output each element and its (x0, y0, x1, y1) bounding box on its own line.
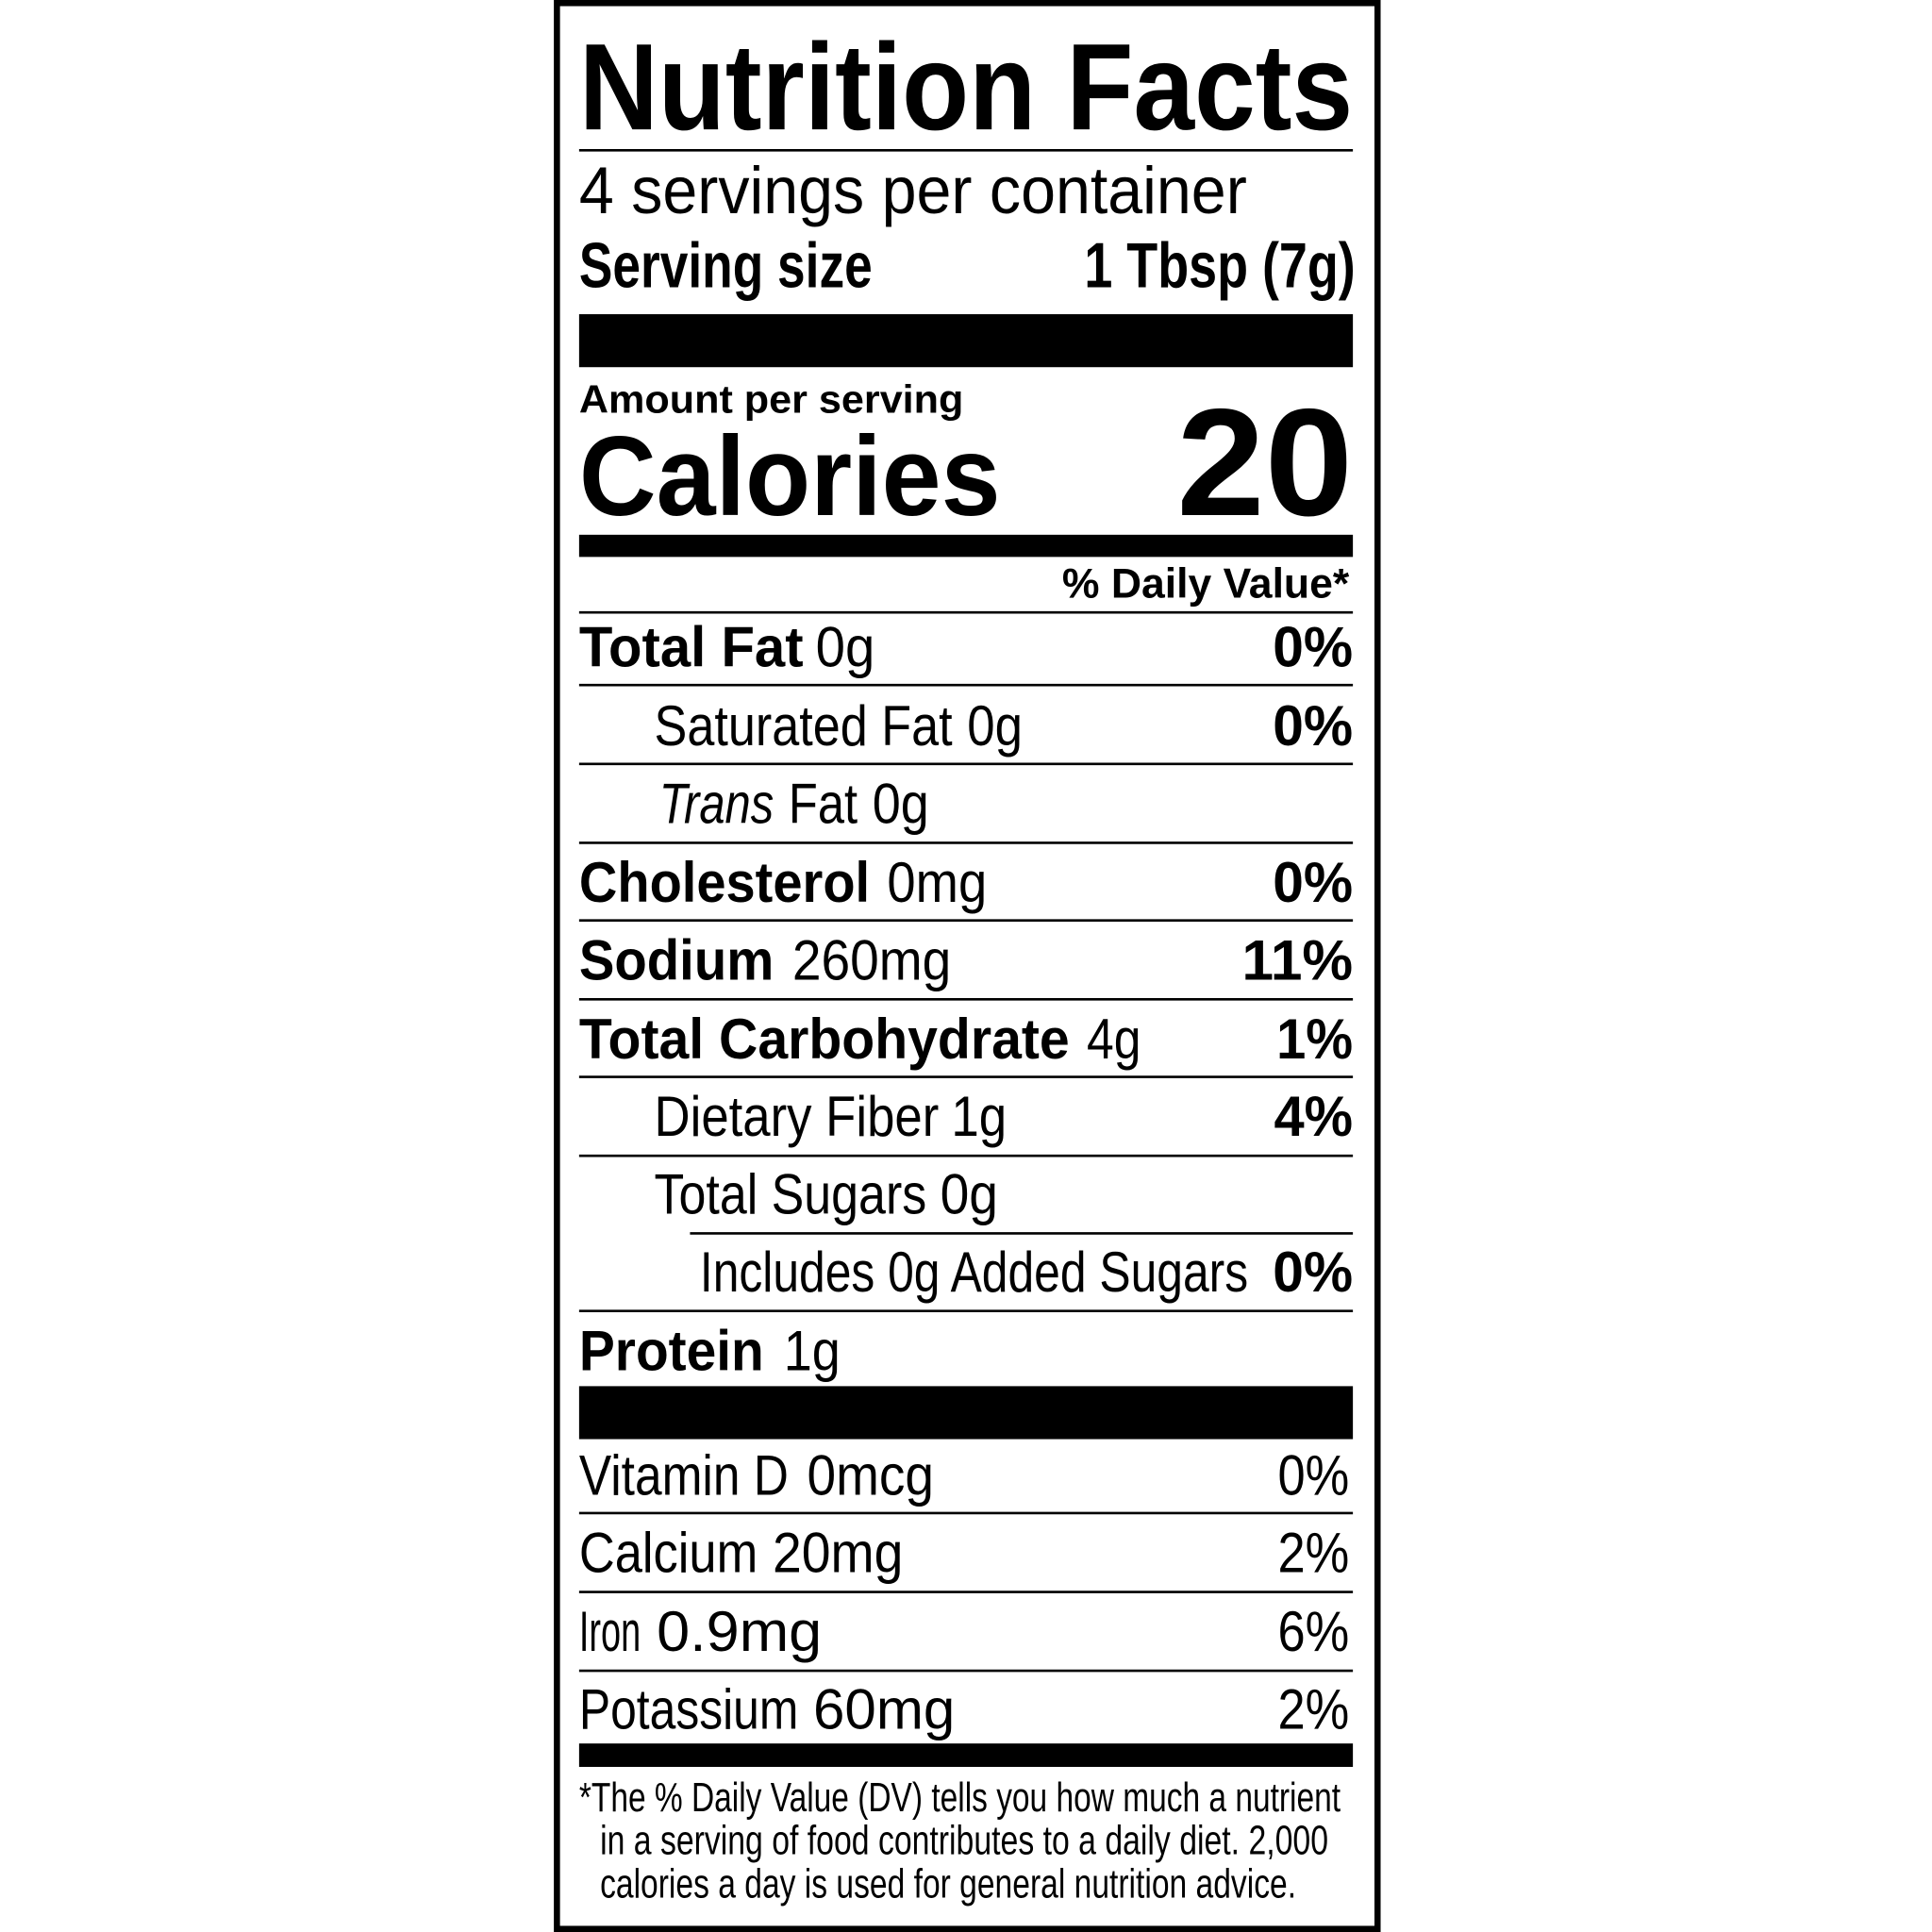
vitamin-label: Vitamin D (579, 1443, 789, 1507)
vitamin-label: Calcium (579, 1522, 758, 1585)
nutrient-label: Total Fat (579, 616, 804, 679)
medium-bar (578, 1743, 1354, 1767)
nutrient-dv: 4% (1274, 1085, 1354, 1148)
nutrient-dv: 0% (1273, 1241, 1353, 1304)
title: Nutrition Facts (579, 18, 1353, 156)
serving-size-label: Serving size (579, 230, 873, 301)
nutrient-amount: 4g (1087, 1008, 1141, 1071)
nutrient-amount: 1g (784, 1319, 841, 1382)
thick-bar (578, 314, 1354, 368)
nutrient-amount: 0g (967, 694, 1023, 758)
nutrient-label: Total Carbohydrate (579, 1008, 1070, 1071)
nutrient-amount: 0g (941, 1163, 998, 1226)
nutrient-dv: 11% (1242, 928, 1354, 991)
vitamin-dv: 2% (1277, 1677, 1349, 1740)
serving-size: 1 Tbsp (7g) (1084, 230, 1355, 301)
thick-bar (578, 1386, 1354, 1440)
nutrient-label: Fat (789, 772, 858, 835)
vitamin-amount: 20mg (773, 1522, 903, 1585)
vitamin-dv: 2% (1277, 1522, 1349, 1585)
nutrient-amount: 0g (873, 772, 929, 835)
nutrient-label: Sodium (579, 928, 774, 991)
vitamin-label: Iron (579, 1600, 641, 1663)
vitamin-amount: 0.9mg (657, 1600, 822, 1663)
nutrient-label: Cholesterol (579, 851, 870, 914)
nutrient-dv: 0% (1273, 694, 1353, 758)
nutrient-dv: 0% (1273, 851, 1353, 914)
nutrient-dv: 0% (1273, 616, 1353, 679)
footnote-line: *The % Daily Value (DV) tells you how mu… (579, 1775, 1341, 1821)
calories-value: 20 (1176, 377, 1353, 548)
nutrient-label: Dietary Fiber (655, 1085, 940, 1148)
medium-bar (578, 534, 1354, 558)
nutrient-amount: 1g (951, 1085, 1007, 1148)
nutrient-label: Protein (579, 1319, 764, 1382)
nutrient-amount: 0mg (887, 851, 987, 914)
footnote-line: in a serving of food contributes to a da… (600, 1819, 1328, 1864)
vitamin-dv: 0% (1277, 1443, 1349, 1507)
servings: 4 servings per container (579, 153, 1247, 227)
nutrient-amount: 260mg (792, 928, 951, 991)
nutrient-label: Includes 0g Added Sugars (700, 1241, 1248, 1304)
nutrient-label-italic: Trans (659, 772, 774, 835)
nutrient-dv: 1% (1276, 1008, 1353, 1071)
vitamin-amount: 60mg (813, 1677, 955, 1740)
vitamin-amount: 0mcg (808, 1443, 935, 1507)
vitamin-label: Potassium (579, 1677, 798, 1740)
daily-value-header: % Daily Value* (1062, 560, 1350, 607)
footnote-line: calories a day is used for general nutri… (600, 1861, 1296, 1907)
amount-per-serving: Amount per serving (579, 377, 964, 422)
calories-label: Calories (579, 413, 1001, 540)
vitamin-dv: 6% (1277, 1600, 1349, 1663)
nutrient-amount: 0g (816, 616, 875, 679)
nutrient-label: Total Sugars (655, 1163, 927, 1226)
nutrient-label: Saturated Fat (655, 694, 953, 758)
